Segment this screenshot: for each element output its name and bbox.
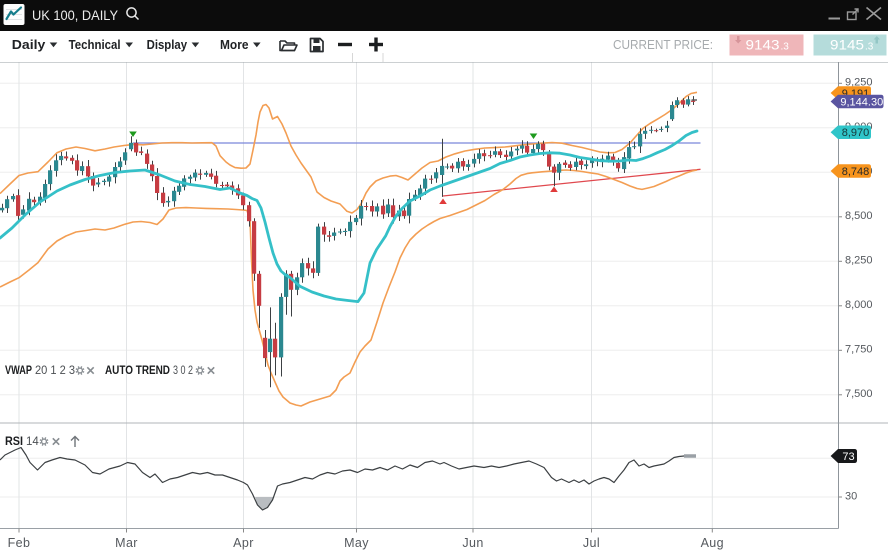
svg-text:May: May <box>344 536 369 550</box>
svg-text:8,000: 8,000 <box>845 299 873 311</box>
svg-text:30: 30 <box>845 490 857 502</box>
svg-text:7,500: 7,500 <box>845 388 873 400</box>
svg-text:8,500: 8,500 <box>845 210 873 222</box>
svg-text:9145: 9145 <box>830 37 864 53</box>
svg-text:8,748: 8,748 <box>842 166 870 178</box>
svg-text:Aug: Aug <box>701 536 724 550</box>
svg-text:8,250: 8,250 <box>845 255 873 267</box>
svg-text:9143: 9143 <box>746 37 780 53</box>
svg-text:14: 14 <box>26 436 39 448</box>
svg-text:Jun: Jun <box>462 536 483 550</box>
svg-text:Mar: Mar <box>115 536 138 550</box>
svg-text:7,750: 7,750 <box>845 344 873 356</box>
svg-text:Jul: Jul <box>583 536 600 550</box>
svg-text:3 0 2: 3 0 2 <box>173 365 193 377</box>
svg-text:Feb: Feb <box>8 536 31 550</box>
svg-text:20 1 2 3: 20 1 2 3 <box>35 365 75 377</box>
svg-text:Display: Display <box>147 37 188 52</box>
svg-text:8,970: 8,970 <box>842 127 870 139</box>
svg-text:CURRENT PRICE:: CURRENT PRICE: <box>613 38 713 52</box>
svg-text:.3: .3 <box>781 42 790 53</box>
svg-text:More: More <box>220 37 249 52</box>
svg-text:AUTO TREND: AUTO TREND <box>105 365 170 377</box>
svg-text:9,144.30: 9,144.30 <box>840 96 883 108</box>
svg-text:UK 100, DAILY: UK 100, DAILY <box>32 8 118 23</box>
svg-text:Apr: Apr <box>233 536 254 550</box>
svg-text:9,250: 9,250 <box>845 77 873 89</box>
svg-text:73: 73 <box>842 451 854 463</box>
svg-text:.3: .3 <box>865 42 874 53</box>
svg-text:Technical: Technical <box>69 37 121 52</box>
svg-text:Daily: Daily <box>12 37 46 52</box>
svg-text:RSI: RSI <box>5 436 23 448</box>
svg-text:VWAP: VWAP <box>5 365 32 377</box>
